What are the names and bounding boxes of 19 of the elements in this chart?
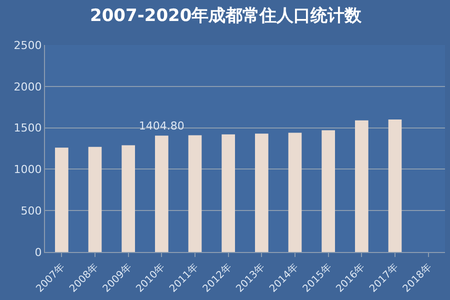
bar bbox=[288, 132, 302, 252]
bar bbox=[55, 148, 68, 252]
bar bbox=[388, 120, 402, 252]
y-tick-label: 0 bbox=[34, 246, 42, 259]
y-tick-label: 500 bbox=[20, 204, 42, 218]
bar bbox=[355, 120, 368, 252]
bar bbox=[155, 136, 168, 252]
bar bbox=[222, 134, 235, 252]
bar bbox=[255, 134, 268, 252]
data-label: 1404.80 bbox=[138, 120, 184, 133]
chart-title: 2007-2020年成都常住人口统计数 bbox=[90, 6, 363, 26]
y-tick-label: 2500 bbox=[14, 38, 42, 52]
y-tick-label: 1500 bbox=[14, 122, 42, 135]
bar bbox=[88, 146, 102, 252]
bar bbox=[322, 130, 335, 252]
bar bbox=[122, 145, 135, 252]
y-tick-label: 1000 bbox=[14, 163, 42, 176]
y-tick-label: 2000 bbox=[14, 80, 42, 94]
bar bbox=[188, 135, 202, 252]
